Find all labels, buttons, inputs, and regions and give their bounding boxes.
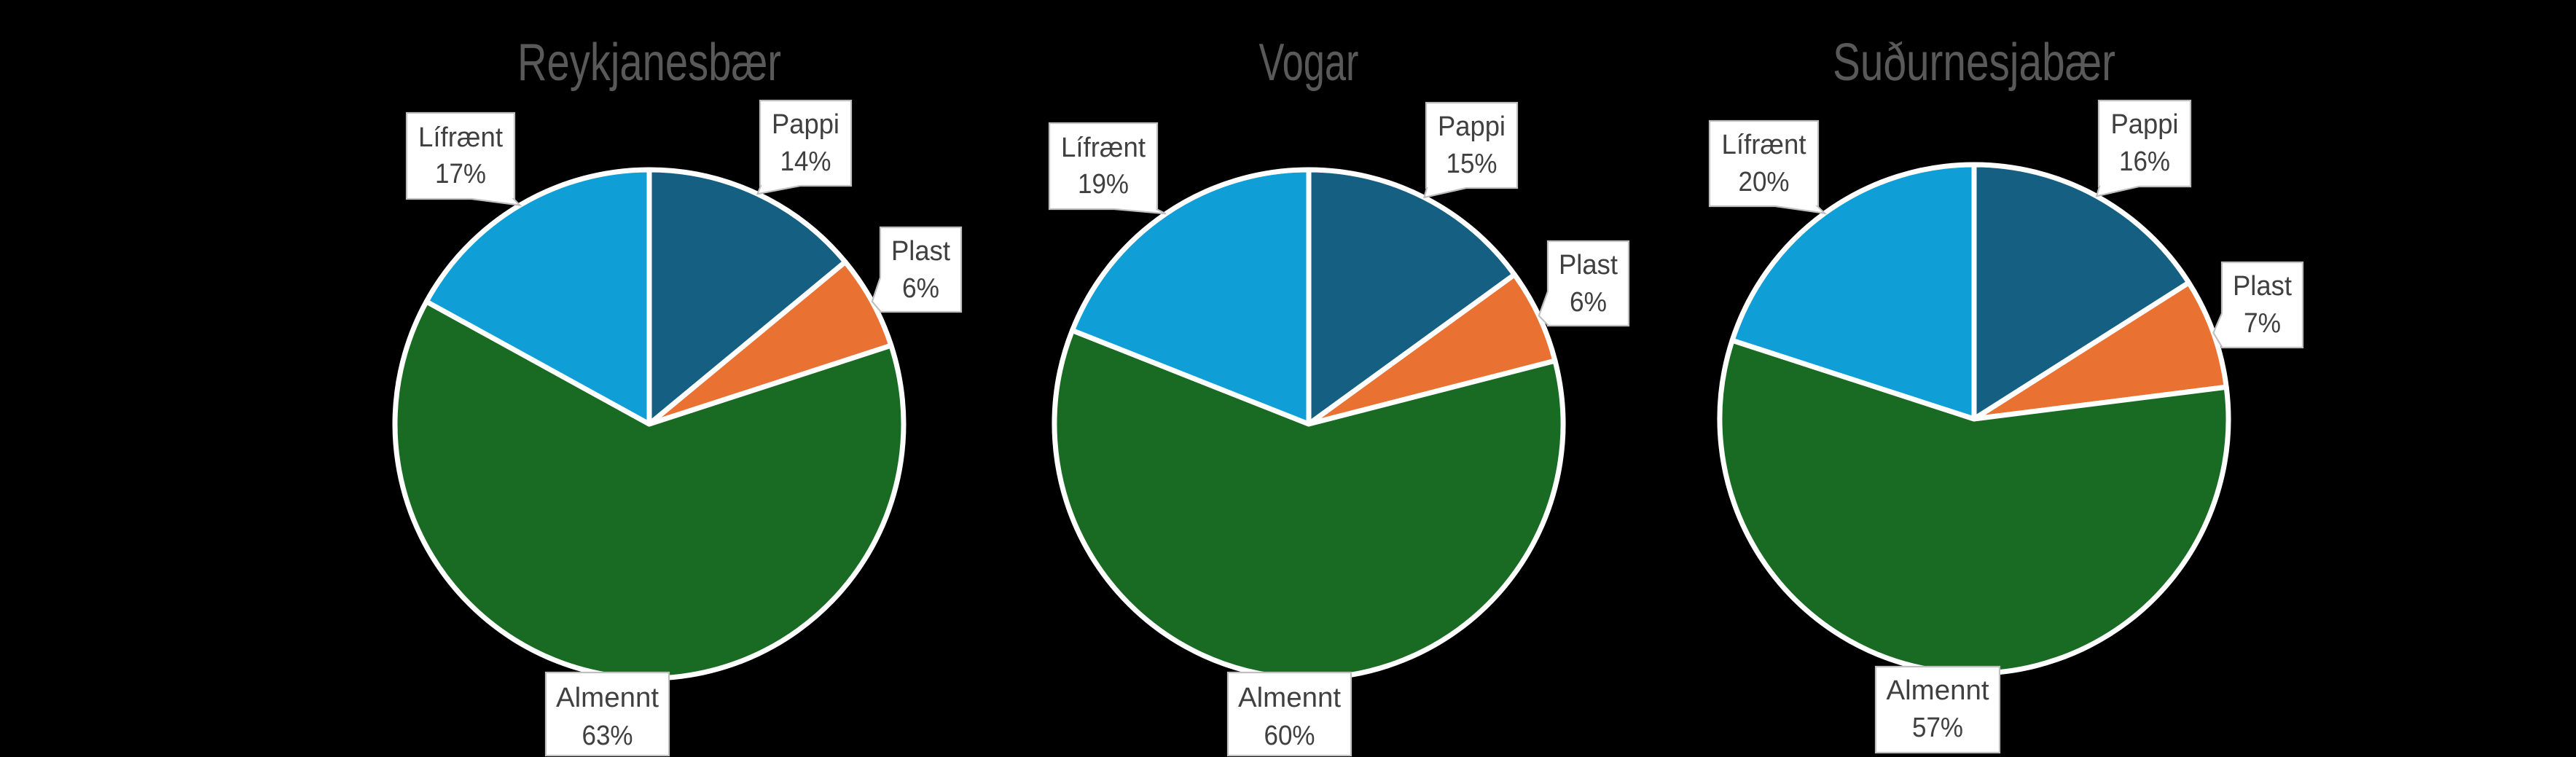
svg-text:60%: 60% — [1264, 721, 1315, 751]
svg-text:Plast: Plast — [1559, 250, 1618, 281]
svg-text:Lífrænt: Lífrænt — [418, 122, 503, 153]
svg-text:7%: 7% — [2244, 308, 2281, 339]
svg-text:17%: 17% — [435, 159, 486, 189]
svg-text:Pappi: Pappi — [1438, 111, 1506, 142]
svg-text:63%: 63% — [582, 721, 633, 751]
svg-text:20%: 20% — [1739, 167, 1790, 197]
svg-text:15%: 15% — [1446, 149, 1498, 179]
svg-text:Pappi: Pappi — [2111, 109, 2179, 140]
svg-text:Vogar: Vogar — [1259, 34, 1359, 92]
svg-text:Almennt: Almennt — [1887, 675, 1989, 706]
svg-text:Plast: Plast — [891, 236, 950, 267]
svg-text:Lífrænt: Lífrænt — [1722, 130, 1806, 160]
svg-text:Almennt: Almennt — [1238, 683, 1341, 713]
svg-text:Plast: Plast — [2233, 271, 2292, 302]
svg-text:6%: 6% — [902, 273, 939, 304]
svg-text:16%: 16% — [2119, 146, 2170, 177]
svg-text:6%: 6% — [1570, 287, 1607, 318]
svg-text:19%: 19% — [1078, 169, 1129, 200]
svg-text:Lífrænt: Lífrænt — [1061, 133, 1146, 163]
svg-text:Almennt: Almennt — [556, 683, 659, 713]
svg-text:14%: 14% — [780, 146, 831, 177]
svg-text:57%: 57% — [1912, 713, 1963, 743]
svg-text:Pappi: Pappi — [772, 109, 839, 140]
svg-text:Suðurnesjabær: Suðurnesjabær — [1833, 34, 2115, 92]
svg-text:Reykjanesbær: Reykjanesbær — [517, 34, 781, 92]
